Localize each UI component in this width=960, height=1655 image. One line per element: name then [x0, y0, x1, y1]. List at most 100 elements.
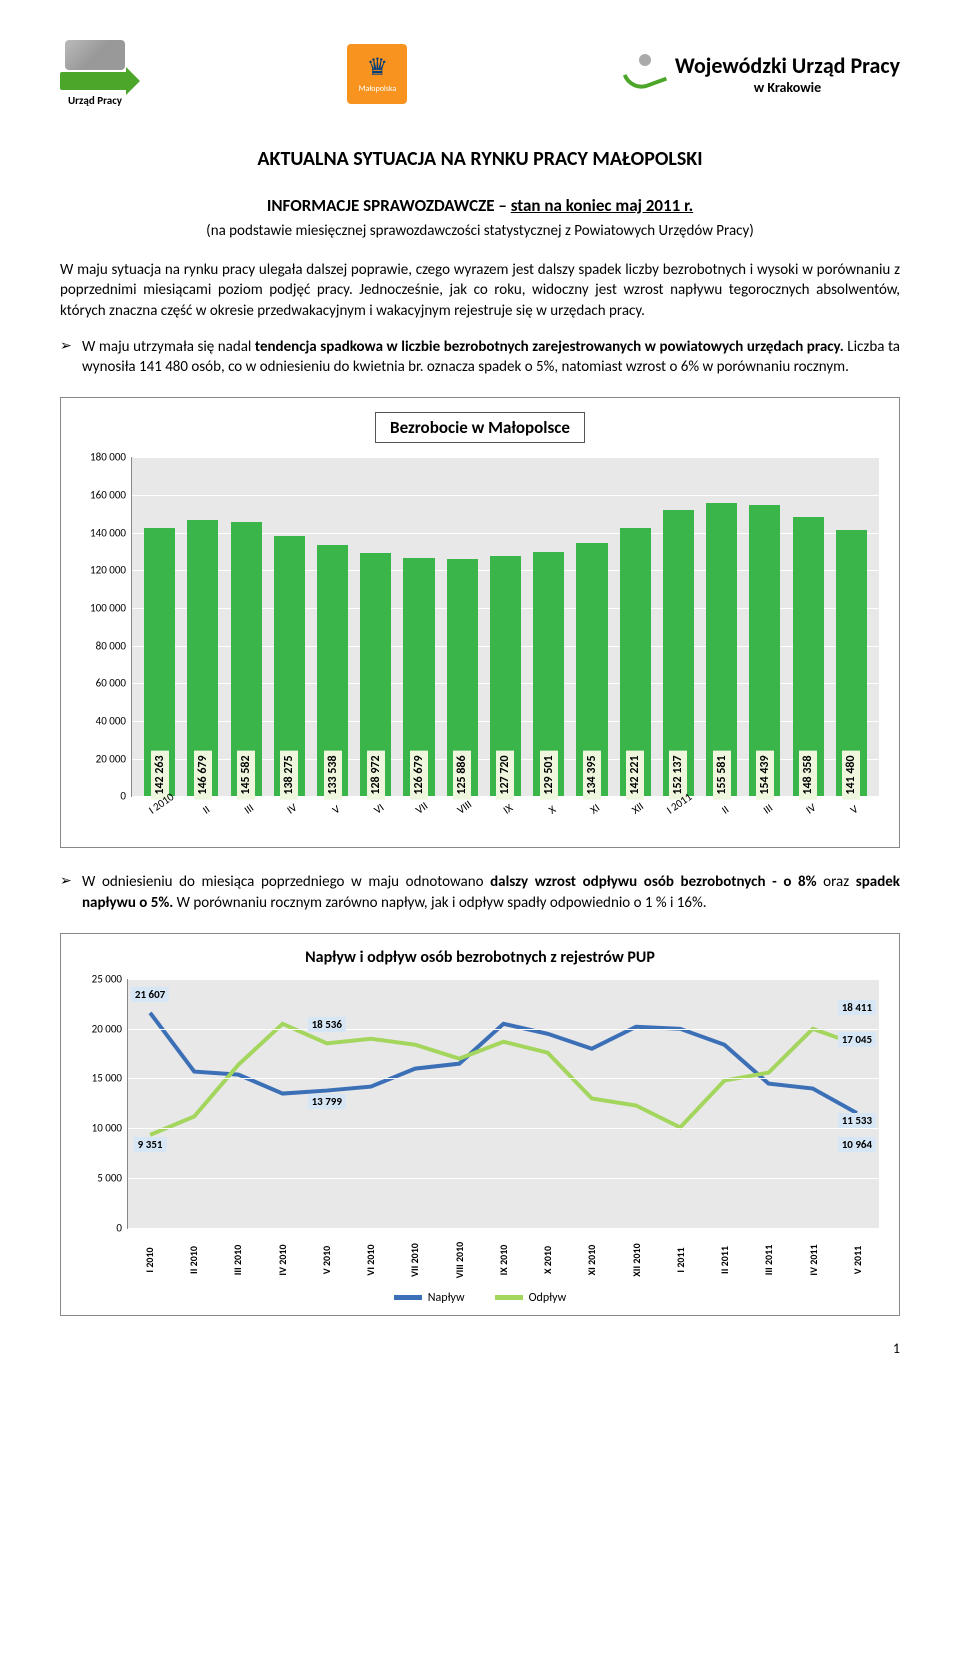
- bar: 148 358: [793, 517, 824, 796]
- line-xtick: V 2010: [301, 1238, 351, 1282]
- line-chart-plot: 05 00010 00015 00020 00025 00021 60713 7…: [127, 979, 879, 1229]
- source-note: (na podstawie miesięcznej sprawozdawczoś…: [60, 222, 900, 240]
- line-chart-title: Napływ i odpływ osób bezrobotnych z reje…: [81, 948, 879, 967]
- bar: 127 720: [490, 556, 521, 797]
- bar-chart-container: Bezrobocie w Małopolsce 020 00040 00060 …: [60, 397, 900, 848]
- bar-value-label: 134 395: [583, 751, 601, 800]
- bar: 134 395: [576, 543, 607, 796]
- logo-left-text: Urząd Pracy: [68, 94, 122, 107]
- line-ytick: 15 000: [92, 1072, 128, 1085]
- bullet-1: W maju utrzymała się nadal tendencja spa…: [82, 337, 900, 378]
- legend-swatch-icon: [394, 1295, 422, 1300]
- bar-value-label: 148 358: [799, 751, 817, 800]
- line-xtick: X 2010: [522, 1238, 572, 1282]
- bar-ytick: 120 000: [90, 564, 132, 577]
- line-xtick: IV 2010: [257, 1238, 307, 1282]
- bar-value-label: 142 221: [626, 751, 644, 800]
- bar-value-label: 155 581: [713, 751, 731, 800]
- line-ytick: 5 000: [97, 1171, 128, 1184]
- line-datalabel: 18 536: [308, 1017, 346, 1032]
- line-xtick: III 2010: [213, 1238, 263, 1282]
- bar-value-label: 125 886: [453, 751, 471, 800]
- line-xtick: XII 2010: [611, 1238, 661, 1282]
- paragraph-intro: W maju sytuacja na rynku pracy ulegała d…: [60, 260, 900, 321]
- bar: 133 538: [317, 545, 348, 796]
- line-ytick: 0: [116, 1221, 128, 1234]
- document-title: AKTUALNA SYTUACJA NA RYNKU PRACY MAŁOPOL…: [60, 147, 900, 171]
- bullet-2: W odniesieniu do miesiąca poprzedniego w…: [82, 872, 900, 913]
- legend-label: Napływ: [428, 1291, 465, 1305]
- bar-ytick: 0: [120, 790, 132, 803]
- line-datalabel: 11 533: [838, 1113, 876, 1128]
- line-ytick: 20 000: [92, 1022, 128, 1035]
- logo-cards-icon: [65, 40, 125, 70]
- bar-ytick: 60 000: [96, 677, 132, 690]
- line-datalabel: 10 964: [838, 1137, 876, 1152]
- line-xtick: VI 2010: [345, 1238, 395, 1282]
- logo-center-text: Małopolska: [359, 84, 397, 94]
- bar-ytick: 100 000: [90, 601, 132, 614]
- line-xtick: XI 2010: [566, 1238, 616, 1282]
- bar-chart-title: Bezrobocie w Małopolsce: [375, 412, 585, 443]
- bar: 145 582: [231, 522, 262, 796]
- bar-chart-plot: 020 00040 00060 00080 000100 000120 0001…: [131, 457, 879, 797]
- header-logos: Urząd Pracy ♛ Małopolska Wojewódzki Urzą…: [60, 40, 900, 107]
- line-xtick: IX 2010: [478, 1238, 528, 1282]
- bar-value-label: 126 679: [410, 751, 428, 800]
- logo-malopolska: ♛ Małopolska: [347, 44, 407, 104]
- bar: 129 501: [533, 552, 564, 796]
- logo-person-icon: [625, 54, 665, 94]
- bar: 126 679: [403, 558, 434, 797]
- line-xtick: IV 2011: [788, 1238, 838, 1282]
- bar-ytick: 140 000: [90, 526, 132, 539]
- line-chart-container: Napływ i odpływ osób bezrobotnych z reje…: [60, 933, 900, 1316]
- line-datalabel: 17 045: [838, 1032, 876, 1047]
- page-number: 1: [60, 1340, 900, 1357]
- legend-item: Napływ: [394, 1291, 465, 1305]
- bar: 154 439: [749, 505, 780, 796]
- bar-value-label: 127 720: [496, 751, 514, 800]
- line-xtick: VIII 2010: [434, 1238, 484, 1282]
- line-xtick: I 2011: [655, 1238, 705, 1282]
- logo-urzad-pracy: Urząd Pracy: [60, 40, 130, 107]
- line-xtick: II 2011: [699, 1238, 749, 1282]
- bar: 142 221: [620, 528, 651, 796]
- bar-value-label: 128 972: [367, 751, 385, 800]
- line-xtick: I 2010: [124, 1238, 174, 1282]
- bar: 152 137: [663, 510, 694, 797]
- line-datalabel: 21 607: [131, 987, 169, 1002]
- legend-label: Odpływ: [529, 1291, 567, 1305]
- line-datalabel: 9 351: [134, 1137, 167, 1152]
- bar-value-label: 141 480: [842, 751, 860, 800]
- line-datalabel: 13 799: [308, 1094, 346, 1109]
- bar: 141 480: [836, 530, 867, 796]
- bar-ytick: 80 000: [96, 639, 132, 652]
- logo-right-line1: Wojewódzki Urząd Pracy: [675, 52, 900, 79]
- line-ytick: 10 000: [92, 1122, 128, 1135]
- subtitle-date: stan na koniec maj 2011 r.: [511, 195, 693, 216]
- line-datalabel: 18 411: [838, 1000, 876, 1015]
- crown-icon: ♛: [367, 53, 389, 82]
- bar-value-label: 145 582: [237, 751, 255, 800]
- bar: 138 275: [274, 536, 305, 796]
- line-chart-legend: Napływ Odpływ: [81, 1291, 879, 1305]
- bar: 142 263: [144, 528, 175, 796]
- bar: 146 679: [187, 520, 218, 796]
- subtitle-prefix: INFORMACJE SPRAWOZDAWCZE –: [267, 195, 511, 216]
- bar-value-label: 138 275: [280, 751, 298, 800]
- logo-right-line2: w Krakowie: [675, 79, 900, 96]
- line-xtick: VII 2010: [390, 1238, 440, 1282]
- bar-value-label: 129 501: [540, 751, 558, 800]
- legend-item: Odpływ: [495, 1291, 567, 1305]
- bar: 128 972: [360, 553, 391, 796]
- document-subtitle: INFORMACJE SPRAWOZDAWCZE – stan na konie…: [60, 195, 900, 216]
- bar-value-label: 154 439: [756, 751, 774, 800]
- bar-value-label: 133 538: [324, 751, 342, 800]
- line-xtick: II 2010: [168, 1238, 218, 1282]
- bar: 155 581: [706, 503, 737, 796]
- bar-value-label: 146 679: [194, 751, 212, 800]
- line-xtick: V 2011: [832, 1238, 882, 1282]
- bar-ytick: 20 000: [96, 752, 132, 765]
- logo-arrow-icon: [60, 72, 130, 90]
- bar-ytick: 40 000: [96, 714, 132, 727]
